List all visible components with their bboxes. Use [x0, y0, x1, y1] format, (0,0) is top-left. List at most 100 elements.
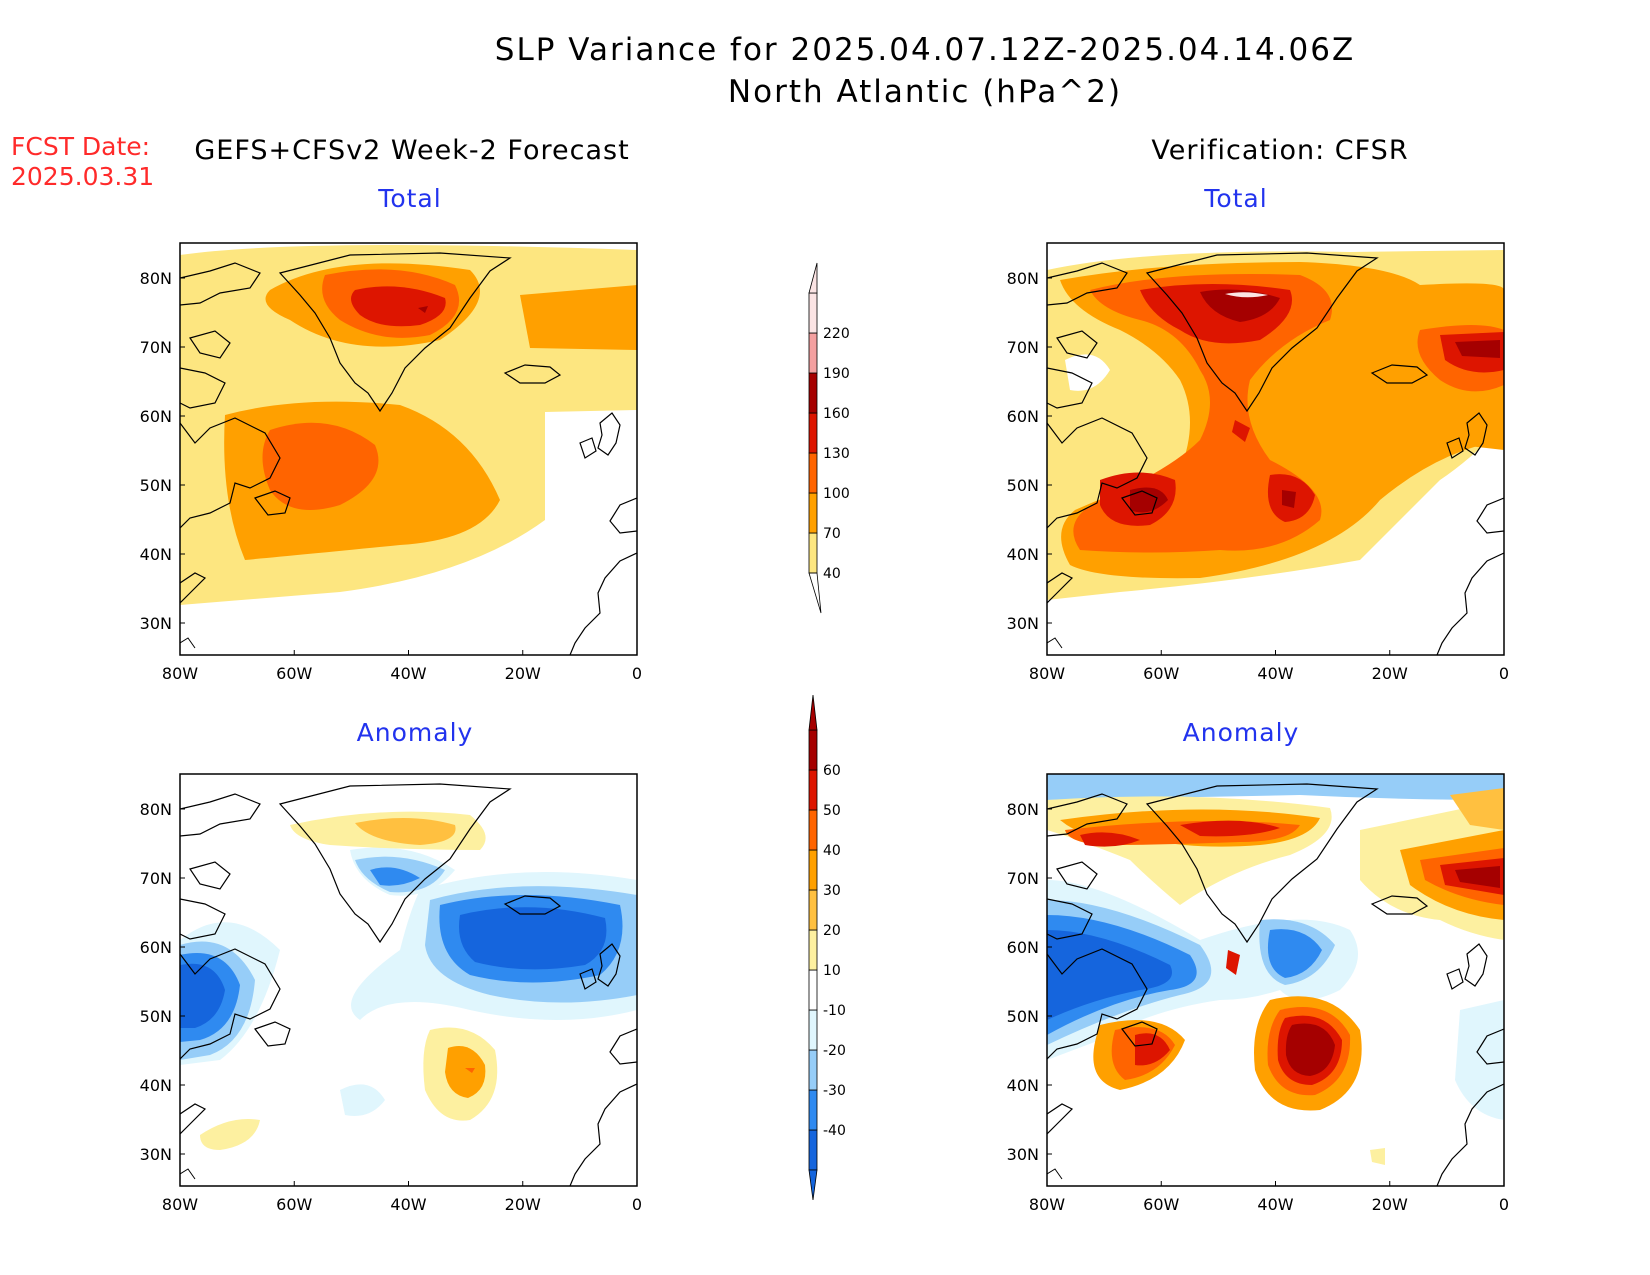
lon-tick-label: 80W: [1029, 1195, 1065, 1214]
lon-tick-label: 0: [632, 1195, 642, 1214]
colorbar-lower-arrow: [808, 572, 822, 614]
colorbar-swatch: [808, 849, 818, 891]
lat-tick-label: 30N: [1007, 614, 1039, 633]
colorbar-tick-label: -30: [823, 1083, 846, 1099]
lat-tick-label: 50N: [1007, 1007, 1039, 1026]
colorbar-tick-label: 40: [823, 843, 841, 859]
lat-tick-label: 60N: [140, 407, 172, 426]
colorbar-anomaly: -40 -30 -20 -10 10 20 30 40 50 60: [808, 694, 846, 1201]
colorbar-tick-label: -40: [823, 1123, 846, 1139]
panel-title-verification-anomaly: Anomaly: [1182, 718, 1300, 747]
lon-tick-label: 20W: [1372, 664, 1408, 683]
lat-tick-label: 30N: [140, 614, 172, 633]
lon-tick-label: 40W: [1257, 664, 1293, 683]
lon-tick-label: 60W: [276, 664, 312, 683]
map-forecast-anomaly: [179, 773, 638, 1187]
lat-tick-label: 50N: [140, 476, 172, 495]
lat-tick-label: 40N: [1007, 545, 1039, 564]
colorbar-tick-label: 160: [823, 406, 850, 422]
colorbar-tick-label: 60: [823, 763, 841, 779]
colorbar-swatch: [808, 729, 818, 771]
colorbar-tick-label: 100: [823, 486, 850, 502]
lat-tick-label: 70N: [140, 869, 172, 888]
lat-tick-label: 30N: [140, 1145, 172, 1164]
colorbar-swatch: [808, 969, 818, 1011]
lon-tick-label: 0: [1499, 664, 1509, 683]
lon-tick-label: 40W: [390, 664, 426, 683]
lat-tick-label: 50N: [140, 1007, 172, 1026]
colorbar-swatch: [808, 292, 818, 334]
colorbar-tick-label: 190: [823, 366, 850, 382]
lon-tick-label: 20W: [1372, 1195, 1408, 1214]
lon-tick-label: 60W: [1143, 1195, 1179, 1214]
chart-title: SLP Variance for 2025.04.07.12Z-2025.04.…: [494, 32, 1356, 68]
lon-tick-label: 60W: [1143, 664, 1179, 683]
panel-title-verification-total: Total: [1204, 184, 1268, 213]
colorbar-tick-label: 40: [823, 566, 841, 582]
colorbar-swatch: [808, 412, 818, 454]
colorbar-total: 40 70 100 130 160 190 220: [808, 262, 850, 614]
colorbar-tick-label: 30: [823, 883, 841, 899]
lat-tick-label: 70N: [1007, 338, 1039, 357]
lat-tick-label: 60N: [140, 938, 172, 957]
lon-tick-label: 20W: [505, 664, 541, 683]
lon-tick-label: 40W: [390, 1195, 426, 1214]
lon-tick-label: 0: [632, 664, 642, 683]
colorbar-swatch: [808, 372, 818, 414]
colorbar-upper-arrow: [808, 262, 818, 294]
lat-tick-label: 40N: [140, 1076, 172, 1095]
colorbar-swatch: [808, 1129, 818, 1171]
panel-title-forecast-anomaly: Anomaly: [356, 718, 474, 747]
lat-tick-label: 30N: [1007, 1145, 1039, 1164]
lon-tick-label: 20W: [505, 1195, 541, 1214]
lat-tick-label: 70N: [140, 338, 172, 357]
forecast-header: GEFS+CFSv2 Week-2 Forecast: [194, 135, 630, 166]
lon-tick-label: 80W: [162, 1195, 198, 1214]
colorbar-tick-label: 130: [823, 446, 850, 462]
lon-tick-label: 80W: [1029, 664, 1065, 683]
map-verification-anomaly: [1046, 773, 1505, 1187]
lon-tick-label: 0: [1499, 1195, 1509, 1214]
colorbar-tick-label: 20: [823, 923, 841, 939]
fcst-date-label: FCST Date:: [11, 132, 151, 161]
verification-header: Verification: CFSR: [1151, 135, 1409, 166]
colorbar-swatch: [808, 769, 818, 811]
colorbar-swatch: [808, 889, 818, 931]
colorbar-swatch: [808, 929, 818, 971]
colorbar-swatch: [808, 332, 818, 374]
lat-tick-label: 80N: [140, 800, 172, 819]
colorbar-swatch: [808, 452, 818, 494]
map-forecast-total: [179, 242, 638, 656]
lat-tick-label: 70N: [1007, 869, 1039, 888]
lat-tick-label: 60N: [1007, 407, 1039, 426]
colorbar-swatch: [808, 1089, 818, 1131]
colorbar-tick-label: -20: [823, 1043, 846, 1059]
lat-tick-label: 50N: [1007, 476, 1039, 495]
lat-tick-label: 60N: [1007, 938, 1039, 957]
fcst-date-value: 2025.03.31: [11, 162, 155, 191]
colorbar-swatch: [808, 1049, 818, 1091]
lat-tick-label: 40N: [1007, 1076, 1039, 1095]
panel-title-forecast-total: Total: [378, 184, 442, 213]
colorbar-swatch: [808, 492, 818, 534]
lon-tick-label: 40W: [1257, 1195, 1293, 1214]
axis-labels: 80N 70N 60N 50N 40N 30N 80W 60W 40W 20W 0 80N 70N 60N…: [140, 269, 1509, 1214]
colorbar-tick-label: -10: [823, 1003, 846, 1019]
colorbar-swatch: [808, 1009, 818, 1051]
colorbar-lower-arrow: [808, 1169, 818, 1201]
lon-tick-label: 80W: [162, 664, 198, 683]
lon-tick-label: 60W: [276, 1195, 312, 1214]
colorbar-upper-arrow: [808, 694, 818, 731]
map-verification-total: [1046, 242, 1505, 656]
colorbar-tick-label: 220: [823, 326, 850, 342]
colorbar-swatch: [808, 809, 818, 851]
lat-tick-label: 40N: [140, 545, 172, 564]
colorbar-tick-label: 70: [823, 526, 841, 542]
colorbar-tick-label: 10: [823, 963, 841, 979]
chart-subtitle: North Atlantic (hPa^2): [727, 74, 1123, 110]
colorbar-tick-label: 50: [823, 803, 841, 819]
lat-tick-label: 80N: [1007, 800, 1039, 819]
colorbar-swatch: [808, 532, 818, 574]
lat-tick-label: 80N: [140, 269, 172, 288]
